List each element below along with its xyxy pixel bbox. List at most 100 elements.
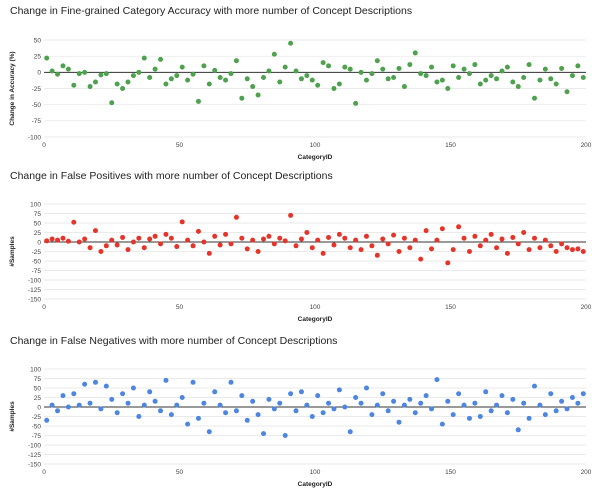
data-point	[450, 412, 456, 418]
data-point	[548, 76, 554, 82]
x-axis-label: CategoryID	[298, 316, 333, 323]
data-point	[401, 84, 407, 90]
x-tick-label: 200	[581, 142, 592, 149]
data-point	[82, 236, 88, 242]
data-point	[277, 235, 283, 241]
data-point	[331, 406, 337, 412]
data-point	[434, 79, 440, 85]
data-point	[504, 250, 510, 256]
data-point	[353, 100, 359, 106]
data-point	[244, 76, 250, 82]
data-point	[369, 243, 375, 249]
data-point	[494, 76, 500, 82]
data-point	[488, 408, 494, 414]
data-point	[380, 66, 386, 72]
data-point	[239, 393, 245, 399]
data-point	[288, 40, 294, 46]
y-axis-label: Change in Accuracy (%)	[9, 51, 16, 125]
accuracy-chart: Change in Fine-grained Category Accuracy…	[9, 5, 592, 161]
data-point	[407, 62, 413, 68]
x-tick-label: 150	[445, 304, 456, 311]
data-point	[195, 228, 201, 234]
y-tick-label: -150	[28, 296, 41, 303]
data-point	[445, 260, 451, 266]
x-tick-label: 100	[310, 142, 321, 149]
data-point	[92, 228, 98, 234]
data-point	[429, 246, 435, 252]
data-point	[358, 69, 364, 75]
data-point	[477, 243, 483, 249]
data-point	[336, 231, 342, 237]
data-point	[130, 239, 136, 245]
data-point	[304, 73, 310, 79]
data-point	[293, 243, 299, 249]
data-point	[98, 72, 104, 78]
x-axis-label: CategoryID	[298, 154, 333, 161]
data-point	[60, 393, 66, 399]
y-tick-label: -100	[28, 442, 41, 449]
data-point	[559, 65, 565, 71]
data-point	[120, 391, 126, 397]
data-point	[363, 233, 369, 239]
y-tick-label: -50	[32, 102, 42, 109]
data-point	[407, 245, 413, 251]
data-point	[190, 71, 196, 77]
data-point	[461, 66, 467, 72]
data-point	[98, 249, 104, 254]
data-point	[309, 77, 315, 83]
data-point	[255, 412, 261, 418]
data-point	[559, 241, 565, 247]
data-point	[353, 237, 359, 243]
data-point	[439, 226, 445, 232]
data-point	[261, 75, 267, 81]
data-point	[109, 237, 115, 243]
data-point	[71, 219, 77, 225]
data-point	[418, 400, 424, 406]
data-point	[190, 379, 196, 385]
data-point	[282, 238, 288, 244]
panel-accuracy: Change in Fine-grained Category Accuracy…	[0, 0, 592, 165]
data-point	[342, 404, 348, 410]
data-point	[76, 239, 82, 245]
data-point	[87, 245, 93, 251]
data-point	[396, 249, 402, 254]
data-point	[217, 402, 223, 408]
y-tick-label: -25	[32, 86, 42, 93]
data-point	[228, 379, 234, 385]
data-point	[515, 427, 521, 433]
y-tick-label: -125	[28, 452, 41, 459]
data-point	[293, 68, 299, 74]
data-point	[179, 219, 185, 225]
data-point	[179, 395, 185, 400]
data-point	[564, 406, 570, 412]
y-tick-label: 50	[34, 220, 42, 227]
data-point	[553, 408, 559, 414]
data-point	[510, 234, 516, 240]
data-point	[44, 238, 50, 244]
data-point	[304, 402, 310, 408]
y-tick-label: 0	[37, 239, 41, 246]
data-point	[250, 237, 256, 243]
data-point	[423, 393, 429, 399]
data-point	[429, 64, 435, 70]
data-point	[152, 398, 158, 404]
data-point	[309, 245, 315, 251]
data-point	[233, 408, 239, 414]
data-point	[342, 235, 348, 241]
data-point	[575, 400, 581, 406]
data-point	[504, 64, 510, 70]
data-point	[326, 63, 332, 69]
data-point	[49, 402, 55, 408]
data-point	[92, 379, 98, 385]
data-point	[499, 393, 505, 399]
y-tick-label: -25	[32, 414, 42, 421]
data-point	[336, 81, 342, 87]
data-point	[103, 71, 109, 77]
data-point	[391, 232, 397, 238]
data-point	[407, 396, 413, 402]
data-point	[44, 417, 50, 423]
data-point	[483, 77, 489, 83]
data-point	[315, 237, 321, 243]
data-point	[223, 231, 229, 237]
data-point	[174, 244, 180, 250]
